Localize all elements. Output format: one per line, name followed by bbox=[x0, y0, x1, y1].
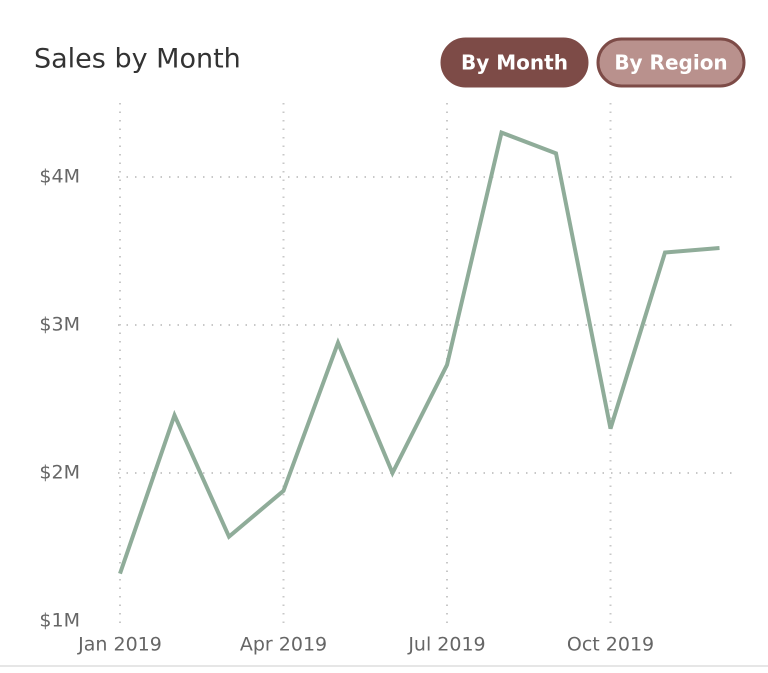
y-tick-label: $3M bbox=[39, 314, 80, 336]
x-tick-label: Jan 2019 bbox=[77, 634, 162, 656]
x-tick-label: Apr 2019 bbox=[240, 634, 327, 656]
button-label[interactable]: By Month bbox=[461, 51, 568, 75]
y-tick-label: $4M bbox=[39, 166, 80, 188]
y-tick-label: $2M bbox=[39, 462, 80, 484]
button-bg[interactable] bbox=[440, 37, 589, 88]
chart-title: Sales by Month bbox=[34, 44, 241, 75]
toggle-button[interactable]: By Region bbox=[596, 37, 746, 88]
toggle-button[interactable]: By Month bbox=[440, 37, 589, 88]
button-label[interactable]: By Region bbox=[614, 51, 727, 75]
y-tick-label: $1M bbox=[39, 610, 80, 632]
line bbox=[118, 129, 720, 575]
x-tick-label: Oct 2019 bbox=[567, 634, 654, 656]
button-bg[interactable] bbox=[596, 37, 746, 88]
x-tick-label: Jul 2019 bbox=[407, 634, 485, 656]
